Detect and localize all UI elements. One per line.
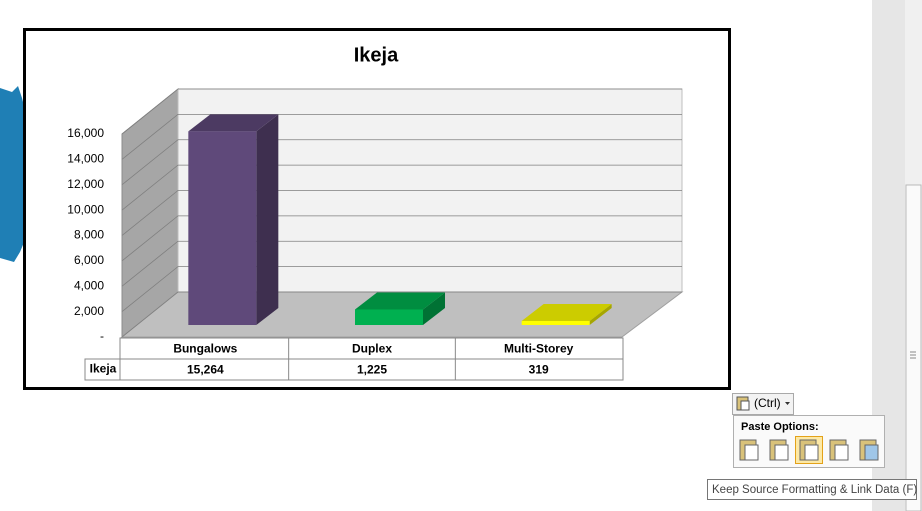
- data-label: 1,225: [357, 363, 387, 377]
- option-sheet: [744, 444, 759, 461]
- paste-option[interactable]: [826, 437, 853, 464]
- grid-line: [121, 139, 682, 186]
- paste-option[interactable]: [856, 437, 883, 464]
- bar-side: [589, 303, 612, 325]
- data-label: 319: [529, 363, 549, 377]
- scroll-thumb[interactable]: [905, 184, 922, 511]
- x-tick-label: Multi-Storey: [504, 342, 574, 356]
- plot-area: - 2,000 4,000 6,000 8,000 10,000 12,000 14,000 1…: [67, 87, 684, 381]
- y-tick-label: 16,000: [67, 126, 104, 140]
- x-tick-label: Duplex: [352, 342, 392, 356]
- bar: [355, 292, 445, 325]
- bar-front: [355, 309, 423, 325]
- grid-line: [121, 266, 682, 312]
- grid-line: [121, 88, 682, 135]
- paste-button[interactable]: (Ctrl): [732, 393, 794, 415]
- y-tick-label: 2,000: [74, 304, 104, 318]
- grid-line: [121, 240, 682, 287]
- grid-line: [121, 164, 682, 211]
- tooltip-text: Keep Source Formatting & Link Data (F): [712, 484, 917, 496]
- data-label: 15,264: [187, 363, 224, 377]
- paste-option[interactable]: [736, 437, 763, 464]
- bar: [188, 114, 279, 325]
- y-tick-label: -: [100, 329, 104, 343]
- option-sheet: [804, 444, 819, 461]
- paste-option[interactable]: [795, 436, 823, 464]
- y-tick-label: 12,000: [67, 177, 104, 191]
- bar-top: [521, 303, 612, 321]
- paste-heading: Paste Options:: [741, 421, 819, 433]
- x-tick-label: Bungalows: [173, 342, 237, 356]
- grid-line: [121, 190, 682, 236]
- bar-front: [188, 131, 257, 325]
- bar-side: [256, 114, 279, 325]
- bar: [521, 303, 612, 325]
- tooltip: [707, 479, 917, 500]
- option-sheet: [864, 444, 879, 461]
- bar-top: [355, 292, 445, 310]
- y-tick-label: 10,000: [67, 202, 104, 216]
- y-tick-label: 8,000: [74, 228, 104, 242]
- grid-line: [121, 113, 682, 160]
- y-tick-label: 14,000: [67, 152, 104, 166]
- grid-line: [121, 291, 682, 338]
- thumb-grip: [910, 351, 916, 359]
- chart-title: Ikeja: [354, 44, 399, 66]
- paste-option[interactable]: [766, 437, 793, 464]
- clipart-fragment: [0, 86, 25, 262]
- option-sheet: [774, 444, 789, 461]
- y-tick-label: 6,000: [74, 253, 104, 267]
- option-sheet: [834, 444, 849, 461]
- paste-icons: [736, 436, 883, 464]
- legend-entry: Ikeja: [90, 362, 117, 376]
- grid-line: [121, 215, 682, 262]
- table-row: [84, 358, 624, 381]
- y-tick-label: 4,000: [74, 278, 104, 292]
- bar-top: [188, 114, 279, 132]
- paste-button-label: (Ctrl): [754, 396, 781, 410]
- bar-side: [423, 292, 445, 325]
- bar-front: [521, 320, 590, 325]
